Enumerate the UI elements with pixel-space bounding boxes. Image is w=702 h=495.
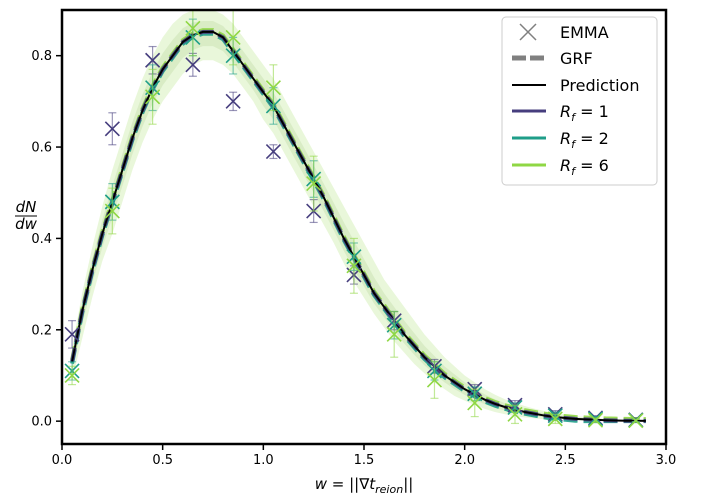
legend-label-grf: GRF xyxy=(560,49,593,68)
x-tick-label: 1.5 xyxy=(354,453,375,468)
legend-entry-rf6: Rf = 6 xyxy=(512,156,609,178)
emma-point xyxy=(64,365,80,386)
x-axis-label: w = ||∇treion|| xyxy=(315,475,414,495)
emma-point xyxy=(346,237,362,294)
emma-point xyxy=(104,112,120,146)
x-axis-label-nabla: ∇ xyxy=(358,475,370,493)
x-tick-label: 1.0 xyxy=(253,453,274,468)
x-marker xyxy=(104,121,120,137)
legend-marker-emma xyxy=(519,23,537,41)
x-marker xyxy=(265,144,281,160)
x-tick-label: 3.0 xyxy=(656,453,677,468)
emma-point xyxy=(306,155,322,212)
legend: EMMA GRF Prediction Rf = 1 Rf = 2 xyxy=(501,16,658,186)
y-axis-label: dN dw xyxy=(15,198,38,233)
emma-point xyxy=(225,10,241,66)
x-axis-label-t: t xyxy=(369,475,376,493)
legend-entry-prediction: Prediction xyxy=(512,76,639,95)
x-axis-ticks: 0.0 0.5 1.0 1.5 2.0 2.5 3.0 xyxy=(52,444,677,468)
emma-point xyxy=(145,68,161,125)
x-tick-label: 2.5 xyxy=(555,453,576,468)
emma-point xyxy=(104,187,120,235)
x-axis-label-end: || xyxy=(403,475,413,493)
y-tick-label: 0.0 xyxy=(31,415,52,430)
emma-point xyxy=(265,64,281,112)
legend-label-rf6: Rf = 6 xyxy=(560,156,609,178)
emma-point xyxy=(507,404,523,425)
x-marker xyxy=(587,412,604,428)
legend-label-emma: EMMA xyxy=(560,23,609,42)
emma-point xyxy=(225,91,241,112)
x-marker xyxy=(185,20,201,36)
x-tick-label: 0.0 xyxy=(52,453,73,468)
x-marker xyxy=(386,326,402,342)
x-marker xyxy=(64,367,80,384)
emma-point xyxy=(265,144,281,160)
x-marker xyxy=(225,93,241,109)
y-axis-label-numerator: dN xyxy=(16,198,37,216)
x-axis-label-main: w = || xyxy=(315,475,359,493)
x-marker xyxy=(225,29,241,45)
legend-entry-rf1: Rf = 1 xyxy=(512,102,609,124)
emma-points-layer xyxy=(64,10,644,429)
x-marker xyxy=(306,176,322,192)
legend-label-rf2: Rf = 2 xyxy=(560,129,609,151)
x-tick-label: 2.0 xyxy=(454,453,475,468)
y-tick-label: 0.2 xyxy=(31,323,52,338)
x-marker xyxy=(346,258,362,274)
legend-label-rf1: Rf = 1 xyxy=(560,102,609,124)
x-marker xyxy=(467,395,483,411)
legend-entry-emma: EMMA xyxy=(519,23,609,42)
y-tick-label: 0.8 xyxy=(31,49,52,64)
x-marker xyxy=(104,203,120,219)
emma-point xyxy=(64,320,80,349)
emma-point xyxy=(386,310,402,358)
x-marker xyxy=(185,57,201,73)
x-axis-label-sub: reion xyxy=(375,483,403,495)
y-axis-label-denominator: dw xyxy=(15,215,38,233)
y-axis-ticks: 0.0 0.2 0.4 0.6 0.8 xyxy=(31,49,62,430)
emma-point xyxy=(587,412,604,428)
prediction-line xyxy=(71,30,646,422)
x-marker xyxy=(628,413,644,429)
x-tick-label: 0.5 xyxy=(152,453,173,468)
x-marker xyxy=(145,52,161,68)
x-marker xyxy=(507,406,523,422)
emma-point xyxy=(426,361,443,399)
emma-point xyxy=(628,413,644,429)
emma-point xyxy=(547,411,563,427)
y-tick-label: 0.6 xyxy=(31,141,52,156)
x-marker xyxy=(265,80,281,96)
x-marker xyxy=(64,326,80,342)
legend-entry-grf: GRF xyxy=(512,49,593,68)
prediction-layer xyxy=(71,30,646,422)
legend-entry-rf2: Rf = 2 xyxy=(512,129,609,151)
y-tick-label: 0.4 xyxy=(31,232,52,247)
emma-point xyxy=(185,52,201,77)
x-marker xyxy=(547,411,563,427)
x-marker xyxy=(145,89,161,105)
x-marker xyxy=(426,372,443,388)
emma-point xyxy=(467,388,483,418)
legend-label-prediction: Prediction xyxy=(560,76,639,95)
